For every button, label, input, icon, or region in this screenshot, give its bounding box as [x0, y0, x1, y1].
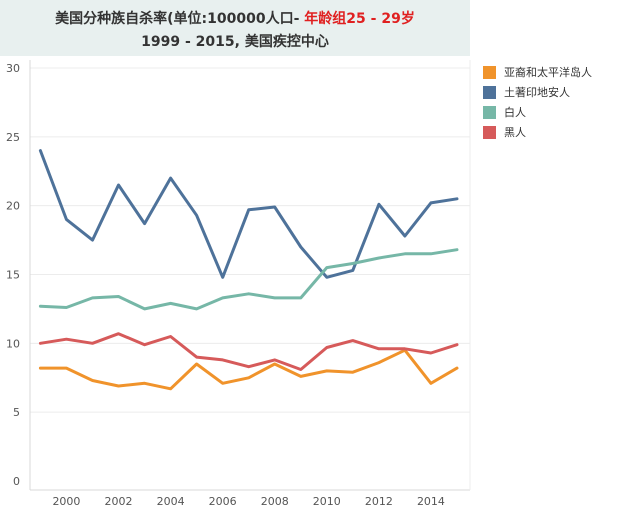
legend-item[interactable]: 亚裔和太平洋岛人 — [483, 62, 618, 82]
x-tick-label: 2014 — [417, 495, 445, 508]
y-axis-ticks: 0 5 10 15 20 25 30 — [6, 62, 20, 488]
x-axis-ticks: 2000 2002 2004 2006 2008 2010 2012 2014 — [52, 495, 444, 508]
legend-item[interactable]: 黑人 — [483, 122, 618, 142]
legend-swatch — [483, 65, 496, 79]
legend-label: 黑人 — [504, 126, 526, 139]
title-age-group: 年龄组25 - 29岁 — [304, 11, 415, 27]
y-tick-label: 25 — [6, 131, 20, 144]
chart-title-line1: 美国分种族自杀率(单位:100000人口- 年龄组25 - 29岁 — [0, 8, 470, 28]
legend-item[interactable]: 白人 — [483, 102, 618, 122]
legend-swatch — [483, 125, 496, 139]
y-tick-label: 5 — [13, 406, 20, 419]
title-main: 美国分种族自杀率(单位:100000人口- — [55, 11, 305, 27]
x-tick-label: 2002 — [105, 495, 133, 508]
grid-lines — [30, 67, 470, 413]
x-tick-label: 2012 — [365, 495, 393, 508]
x-tick-label: 2010 — [313, 495, 341, 508]
series-line-2 — [38, 248, 459, 311]
y-tick-label: 10 — [6, 337, 20, 350]
legend-swatch — [483, 85, 496, 99]
x-tick-label: 2006 — [209, 495, 237, 508]
chart-title-box: 美国分种族自杀率(单位:100000人口- 年龄组25 - 29岁 1999 -… — [0, 0, 470, 56]
y-tick-label: 20 — [6, 200, 20, 213]
legend-label: 亚裔和太平洋岛人 — [504, 66, 592, 79]
series-line-0 — [38, 348, 459, 391]
x-tick-label: 2008 — [261, 495, 289, 508]
y-tick-label: 30 — [6, 62, 20, 75]
legend-swatch — [483, 105, 496, 119]
x-tick-label: 2000 — [52, 495, 80, 508]
legend-item[interactable]: 土著印地安人 — [483, 82, 618, 102]
series-line-3 — [38, 332, 459, 371]
legend-label: 白人 — [504, 106, 526, 119]
y-tick-label: 0 — [13, 475, 20, 488]
legend-label: 土著印地安人 — [504, 86, 570, 99]
series-lines — [38, 149, 459, 391]
axes — [29, 60, 471, 491]
legend: 亚裔和太平洋岛人 土著印地安人 白人黑人 — [483, 62, 618, 142]
series-line-1 — [38, 149, 459, 279]
chart-title-line2: 1999 - 2015, 美国疾控中心 — [141, 34, 329, 50]
y-tick-label: 15 — [6, 269, 20, 282]
x-tick-label: 2004 — [157, 495, 185, 508]
